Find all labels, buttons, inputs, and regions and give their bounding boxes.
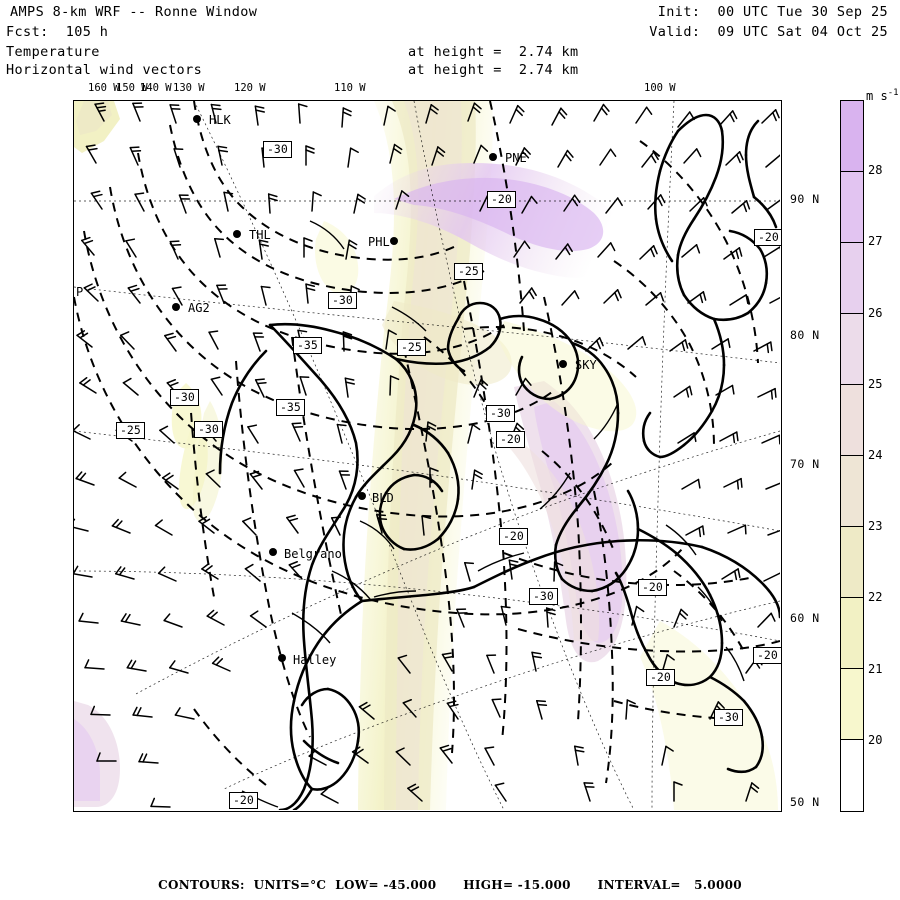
- lat-tick-label-1: 80 N: [790, 328, 820, 342]
- height-label-wind: at height = 2.74 km: [408, 62, 579, 78]
- colorbar-tick-26: 26: [868, 305, 883, 320]
- forecast-hour-label: Fcst: 105 h: [6, 24, 109, 40]
- contour-label: -35: [293, 337, 322, 354]
- lat-tick-label-0: 90 N: [790, 192, 820, 206]
- windspeed-shading: [74, 101, 778, 810]
- contour-label: -20: [229, 792, 258, 809]
- contour-label: -30: [263, 141, 292, 158]
- map-clip: [74, 101, 781, 811]
- contour-label: -25: [116, 422, 145, 439]
- colorbar-band-3: [841, 314, 863, 385]
- contour-label: -30: [328, 292, 357, 309]
- contour-info-footer: CONTOURS: UNITS=°C LOW= -45.000 HIGH= -1…: [158, 878, 742, 892]
- station-dot-sky[interactable]: [559, 360, 567, 368]
- wind-barbs: [74, 102, 780, 808]
- valid-time-label: Valid: 09 UTC Sat 04 Oct 25: [649, 24, 888, 40]
- lon-tick-label-4: 120 W: [234, 82, 266, 94]
- colorbar-band-2: [841, 243, 863, 314]
- colorbar-tick-21: 21: [868, 661, 883, 676]
- station-dot-pne[interactable]: [489, 153, 497, 161]
- lat-tick-label-2: 70 N: [790, 457, 820, 471]
- coastline-detail: [241, 220, 745, 808]
- contour-label: -20: [487, 191, 516, 208]
- lon-tick-label-0: 160 W: [88, 82, 120, 94]
- contour-label: -30: [194, 421, 223, 438]
- station-dot-thl[interactable]: [233, 230, 241, 238]
- lon-tick-label-1: 150 W: [116, 82, 148, 94]
- init-time-label: Init: 00 UTC Tue 30 Sep 25: [657, 4, 888, 20]
- colorbar-tick-24: 24: [868, 448, 883, 462]
- colorbar-band-7: [841, 598, 863, 669]
- station-dot-halley[interactable]: [278, 654, 286, 662]
- station-label-sky: SKY: [575, 358, 597, 372]
- contour-label: -25: [397, 339, 426, 356]
- station-label-thl: THL: [249, 228, 271, 242]
- lat-tick-label-4: 50 N: [790, 795, 820, 809]
- station-label-phl: PHL: [368, 235, 390, 249]
- coastline: [218, 113, 780, 810]
- contour-label: -20: [499, 528, 528, 545]
- colorbar-band-0: [841, 101, 863, 172]
- station-dot-hlk[interactable]: [193, 115, 201, 123]
- station-label-halley: Halley: [293, 653, 337, 667]
- lon-tick-label-2: 140 W: [140, 82, 172, 94]
- lon-tick-label-6: 100 W: [644, 82, 676, 94]
- contour-label: -30: [170, 389, 199, 406]
- map-plot-area[interactable]: HLK PNE THL PHL AG2 SKY BLD Belgrano Halley -30 -…: [73, 100, 782, 812]
- contour-label: -30: [529, 588, 558, 605]
- colorbar-band-8: [841, 669, 863, 740]
- station-label-pne: PNE: [505, 151, 527, 165]
- colorbar-band-4: [841, 385, 863, 456]
- contour-label: -20: [754, 229, 781, 246]
- graticule: [74, 101, 780, 810]
- colorbar-tick-27: 27: [868, 234, 883, 249]
- colorbar-units-text: m s: [866, 89, 888, 103]
- wind-speed-colorbar[interactable]: [840, 100, 864, 812]
- lon-tick-label-3: 130 W: [173, 82, 205, 94]
- colorbar-units-exponent: -1: [887, 88, 899, 98]
- station-dot-belgrano[interactable]: [269, 548, 277, 556]
- map-graphics: [74, 101, 780, 810]
- colorbar-tick-25: 25: [868, 376, 883, 391]
- colorbar-band-1: [841, 172, 863, 243]
- contour-label: -30: [714, 709, 743, 726]
- colorbar-band-9: [841, 740, 863, 811]
- station-label-bld: BLD: [372, 491, 394, 505]
- contour-label: -25: [454, 263, 483, 280]
- lat-tick-label-3: 60 N: [790, 611, 820, 625]
- contour-label: -35: [276, 399, 305, 416]
- contour-label: -20: [638, 579, 667, 596]
- colorbar-units-label: m s-1: [866, 88, 899, 103]
- contour-label: -30: [486, 405, 515, 422]
- station-label-hlk: HLK: [209, 113, 231, 127]
- field-label-temperature: Temperature: [6, 44, 100, 60]
- pole-marker: P: [76, 285, 84, 299]
- height-label-temperature: at height = 2.74 km: [408, 44, 579, 60]
- station-label-ag2: AG2: [188, 301, 210, 315]
- station-label-belgrano: Belgrano: [284, 547, 342, 561]
- colorbar-tick-28: 28: [868, 163, 883, 178]
- contour-label: -20: [496, 431, 525, 448]
- colorbar-tick-20: 20: [868, 732, 883, 747]
- colorbar-tick-22: 22: [868, 590, 883, 605]
- contour-label: -20: [646, 669, 675, 686]
- contour-label: -20: [753, 647, 781, 664]
- station-dot-bld[interactable]: [358, 492, 366, 500]
- station-dot-ag2[interactable]: [172, 303, 180, 311]
- lon-tick-label-5: 110 W: [334, 82, 366, 94]
- colorbar-band-6: [841, 527, 863, 598]
- field-label-wind: Horizontal wind vectors: [6, 62, 203, 78]
- colorbar-tick-23: 23: [868, 519, 883, 534]
- station-dot-phl[interactable]: [390, 237, 398, 245]
- chart-title: AMPS 8-km WRF -- Ronne Window: [10, 4, 258, 20]
- colorbar-band-5: [841, 456, 863, 527]
